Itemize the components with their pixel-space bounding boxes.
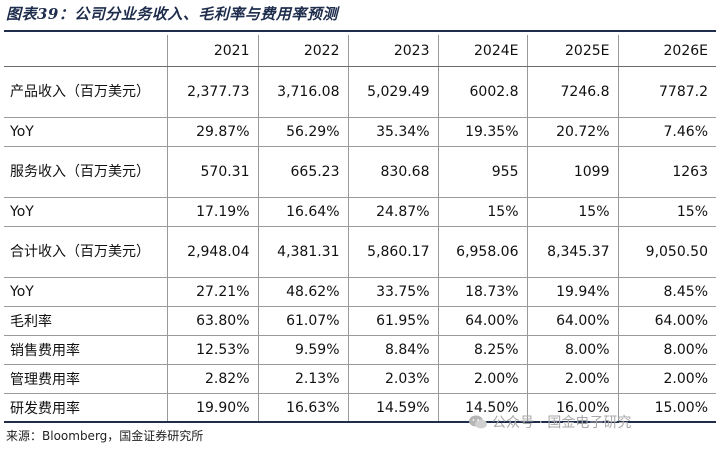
table-cell: 2.13% bbox=[257, 364, 348, 394]
table-cell: 64.00% bbox=[617, 306, 716, 336]
table-cell: 29.87% bbox=[166, 117, 258, 147]
table-cell: 14.59% bbox=[347, 393, 438, 423]
table-cell: 8.00% bbox=[526, 335, 618, 365]
table-cell: 12.53% bbox=[166, 335, 258, 365]
table-cell: 5,029.49 bbox=[347, 66, 438, 118]
table-cell: 20.72% bbox=[526, 117, 618, 147]
wechat-icon bbox=[469, 415, 487, 429]
table-cell: 9,050.50 bbox=[617, 226, 716, 278]
table-cell: 2.00% bbox=[437, 364, 527, 394]
table-cell: 16.64% bbox=[257, 197, 348, 227]
row-label: 产品收入（百万美元） bbox=[4, 66, 167, 118]
table-cell: 61.07% bbox=[257, 306, 348, 336]
watermark: 公众号 · 国金电子研究 bbox=[468, 412, 631, 432]
table-row: 毛利率 63.80% 61.07% 61.95% 64.00% 64.00% 6… bbox=[4, 306, 716, 336]
table-cell: 5,860.17 bbox=[347, 226, 438, 278]
header-cell-2026e: 2026E bbox=[617, 35, 716, 67]
table-cell: 17.19% bbox=[166, 197, 258, 227]
table-cell: 2,377.73 bbox=[166, 66, 258, 118]
table-cell: 16.00% bbox=[526, 393, 618, 423]
table-row: 服务收入（百万美元） 570.31 665.23 830.68 955 1099… bbox=[4, 146, 716, 198]
header-cell-2022: 2022 bbox=[257, 35, 348, 67]
table-row: 合计收入（百万美元） 2,948.04 4,381.31 5,860.17 6,… bbox=[4, 226, 716, 278]
table-row: YoY 29.87% 56.29% 35.34% 19.35% 20.72% 7… bbox=[4, 117, 716, 147]
table-cell: 2.00% bbox=[617, 364, 716, 394]
table-cell: 27.21% bbox=[166, 277, 258, 307]
table-cell: 15% bbox=[437, 197, 527, 227]
table-cell: 9.59% bbox=[257, 335, 348, 365]
header-cell-2021: 2021 bbox=[166, 35, 258, 67]
source-note: 来源：Bloomberg，国金证券研究所 bbox=[6, 429, 204, 443]
row-label: 合计收入（百万美元） bbox=[4, 226, 167, 278]
table-row: YoY 17.19% 16.64% 24.87% 15% 15% 15% bbox=[4, 197, 716, 227]
table-cell: 2,948.04 bbox=[166, 226, 258, 278]
row-label: YoY bbox=[4, 117, 167, 147]
table-cell: 8,345.37 bbox=[526, 226, 618, 278]
row-label: 服务收入（百万美元） bbox=[4, 146, 167, 198]
table-cell: 15% bbox=[526, 197, 618, 227]
table-cell: 3,716.08 bbox=[257, 66, 348, 118]
financial-forecast-table: 2021 2022 2023 2024E 2025E 2026E 产品收入（百万… bbox=[4, 35, 716, 423]
header-row: 2021 2022 2023 2024E 2025E 2026E bbox=[4, 35, 716, 67]
row-label: 管理费用率 bbox=[4, 364, 167, 394]
table-cell: 16.63% bbox=[257, 393, 348, 423]
table-cell: 63.80% bbox=[166, 306, 258, 336]
table-title: 图表39：公司分业务收入、毛利率与费用率预测 bbox=[6, 5, 338, 23]
table-cell: 19.35% bbox=[437, 117, 527, 147]
row-label: 研发费用率 bbox=[4, 393, 167, 423]
table-cell: 1263 bbox=[617, 146, 716, 198]
table-cell: 35.34% bbox=[347, 117, 438, 147]
table-row: 管理费用率 2.82% 2.13% 2.03% 2.00% 2.00% 2.00… bbox=[4, 364, 716, 394]
table-cell: 8.84% bbox=[347, 335, 438, 365]
title-divider bbox=[4, 30, 716, 32]
watermark-text: 公众号 · 国金电子研究 bbox=[492, 415, 632, 431]
row-label: YoY bbox=[4, 277, 167, 307]
header-cell-2023: 2023 bbox=[347, 35, 438, 67]
table-cell: 33.75% bbox=[347, 277, 438, 307]
table-cell: 7246.8 bbox=[526, 66, 618, 118]
table-row: 产品收入（百万美元） 2,377.73 3,716.08 5,029.49 60… bbox=[4, 66, 716, 118]
table-cell: 64.00% bbox=[437, 306, 527, 336]
table-row: 销售费用率 12.53% 9.59% 8.84% 8.25% 8.00% 8.0… bbox=[4, 335, 716, 365]
table-cell: 2.00% bbox=[526, 364, 618, 394]
table-cell: 4,381.31 bbox=[257, 226, 348, 278]
table-cell: 15.00% bbox=[617, 393, 716, 423]
table-row: YoY 27.21% 48.62% 33.75% 18.73% 19.94% 8… bbox=[4, 277, 716, 307]
table-cell: 56.29% bbox=[257, 117, 348, 147]
table-cell: 7787.2 bbox=[617, 66, 716, 118]
table-cell: 8.45% bbox=[617, 277, 716, 307]
table-cell: 830.68 bbox=[347, 146, 438, 198]
table-cell: 6,958.06 bbox=[437, 226, 527, 278]
table-cell: 18.73% bbox=[437, 277, 527, 307]
table-cell: 2.03% bbox=[347, 364, 438, 394]
table-row: 研发费用率 19.90% 16.63% 14.59% 14.50% 16.00%… bbox=[4, 393, 716, 423]
table-cell: 2.82% bbox=[166, 364, 258, 394]
row-label: 销售费用率 bbox=[4, 335, 167, 365]
header-cell-label bbox=[4, 35, 167, 67]
table-cell: 19.90% bbox=[166, 393, 258, 423]
table-cell: 19.94% bbox=[526, 277, 618, 307]
table-cell: 24.87% bbox=[347, 197, 438, 227]
header-cell-2025e: 2025E bbox=[526, 35, 618, 67]
table-cell: 48.62% bbox=[257, 277, 348, 307]
table-cell: 665.23 bbox=[257, 146, 348, 198]
table-cell: 1099 bbox=[526, 146, 618, 198]
header-cell-2024e: 2024E bbox=[437, 35, 527, 67]
table-cell: 15% bbox=[617, 197, 716, 227]
table-cell: 61.95% bbox=[347, 306, 438, 336]
table-cell: 64.00% bbox=[526, 306, 618, 336]
table-cell: 8.25% bbox=[437, 335, 527, 365]
row-label: YoY bbox=[4, 197, 167, 227]
table-cell: 6002.8 bbox=[437, 66, 527, 118]
table-cell: 570.31 bbox=[166, 146, 258, 198]
table-cell: 7.46% bbox=[617, 117, 716, 147]
row-label: 毛利率 bbox=[4, 306, 167, 336]
table-cell: 8.00% bbox=[617, 335, 716, 365]
table-cell: 955 bbox=[437, 146, 527, 198]
